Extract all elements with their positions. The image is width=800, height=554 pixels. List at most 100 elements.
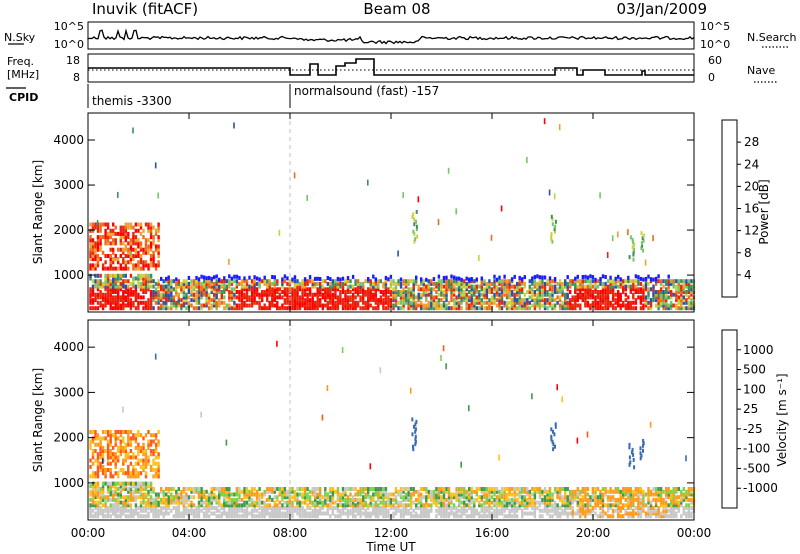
range-gate-cell	[685, 279, 688, 284]
range-gate-cell	[253, 508, 256, 513]
range-gate-cell	[149, 263, 153, 268]
range-gate-cell	[142, 279, 145, 284]
range-gate-cell	[420, 495, 423, 500]
range-gate-cell	[109, 492, 112, 497]
range-gate-cell	[672, 492, 675, 497]
range-gate-cell	[384, 281, 388, 286]
range-gate-cell	[134, 439, 138, 444]
range-gate-cell	[165, 284, 168, 289]
range-gate-cell	[298, 487, 302, 491]
range-gate-cell	[109, 295, 112, 300]
range-gate-cell	[372, 284, 375, 289]
range-gate-cell	[543, 500, 547, 505]
range-gate-cell	[134, 474, 138, 479]
range-gate-cell	[634, 306, 638, 311]
range-gate-cell	[552, 442, 555, 447]
range-gate-cell	[586, 279, 590, 284]
range-gate-cell	[144, 300, 148, 305]
range-gate-cell	[624, 492, 627, 497]
range-gate-cell	[561, 292, 564, 297]
range-gate-cell	[301, 279, 304, 284]
range-gate-cell	[114, 279, 117, 284]
range-gate-cell	[644, 284, 648, 289]
range-gate-cell	[218, 514, 221, 519]
range-gate-cell	[392, 492, 395, 497]
range-gate-cell	[450, 506, 453, 510]
range-gate-cell	[286, 295, 289, 300]
range-gate-cell	[96, 225, 100, 230]
range-gate-cell	[293, 284, 297, 289]
range-gate-cell	[367, 506, 370, 510]
range-gate-cell	[122, 250, 125, 255]
range-gate-cell	[106, 241, 110, 246]
range-gate-cell	[293, 279, 297, 284]
range-gate-cell	[647, 508, 650, 513]
range-gate-cell	[144, 500, 148, 505]
range-gate-cell	[321, 500, 324, 505]
range-gate-cell	[104, 471, 107, 476]
range-gate-cell	[594, 495, 597, 500]
range-gate-cell	[228, 503, 231, 508]
range-gate-cell	[210, 492, 213, 497]
range-gate-cell	[324, 492, 327, 497]
range-gate-cell	[276, 487, 279, 491]
range-gate-cell	[144, 284, 148, 289]
range-gate-cell	[579, 281, 582, 286]
nsearch-tick-bottom: 10^0	[700, 38, 730, 51]
range-gate-cell	[94, 481, 97, 486]
range-gate-cell	[228, 258, 230, 265]
range-gate-cell	[483, 495, 486, 500]
range-gate-cell	[488, 503, 491, 508]
range-gate-cell	[558, 281, 562, 286]
range-gate-cell	[672, 284, 675, 289]
range-gate-cell	[576, 287, 579, 292]
range-gate-cell	[99, 281, 102, 286]
range-gate-cell	[230, 281, 234, 286]
range-gate-cell	[579, 497, 582, 502]
range-gate-cell	[488, 281, 491, 286]
range-gate-cell	[652, 284, 655, 289]
range-gate-cell	[197, 487, 201, 491]
range-gate-cell	[132, 276, 135, 281]
range-gate-cell	[266, 281, 269, 286]
range-gate-cell	[437, 511, 441, 516]
range-gate-cell	[306, 281, 309, 286]
range-gate-cell	[495, 487, 499, 491]
range-gate-cell	[644, 511, 648, 516]
range-gate-cell	[642, 500, 645, 505]
range-gate-cell	[662, 284, 665, 289]
range-gate-cell	[541, 290, 544, 294]
range-gate-cell	[407, 503, 410, 508]
range-gate-cell	[165, 492, 168, 497]
range-gate-cell	[349, 497, 352, 502]
range-gate-cell	[127, 250, 130, 255]
range-gate-cell	[127, 464, 130, 469]
range-gate-cell	[447, 300, 451, 305]
range-gate-cell	[149, 449, 153, 453]
range-gate-cell	[435, 503, 438, 508]
range-gate-cell	[298, 492, 302, 497]
range-gate-cell	[301, 295, 304, 300]
range-gate-cell	[139, 503, 143, 508]
range-gate-cell	[154, 511, 158, 516]
range-gate-cell	[389, 503, 393, 508]
range-gate-cell	[134, 222, 138, 227]
range-gate-cell	[119, 487, 122, 491]
range-gate-cell	[96, 241, 100, 246]
range-gate-cell	[455, 281, 458, 286]
range-gate-cell	[420, 487, 423, 491]
range-gate-cell	[359, 284, 362, 289]
range-gate-cell	[147, 489, 150, 494]
range-gate-cell	[283, 487, 287, 491]
range-gate-cell	[632, 514, 635, 519]
range-gate-cell	[321, 306, 324, 311]
range-gate-cell	[488, 495, 491, 500]
range-gate-cell	[377, 287, 380, 292]
range-gate-cell	[642, 292, 645, 297]
range-gate-cell	[579, 284, 582, 289]
range-gate-cell	[296, 298, 299, 303]
range-gate-cell	[513, 508, 516, 513]
range-gate-cell	[384, 487, 388, 491]
range-gate-cell	[132, 241, 135, 246]
